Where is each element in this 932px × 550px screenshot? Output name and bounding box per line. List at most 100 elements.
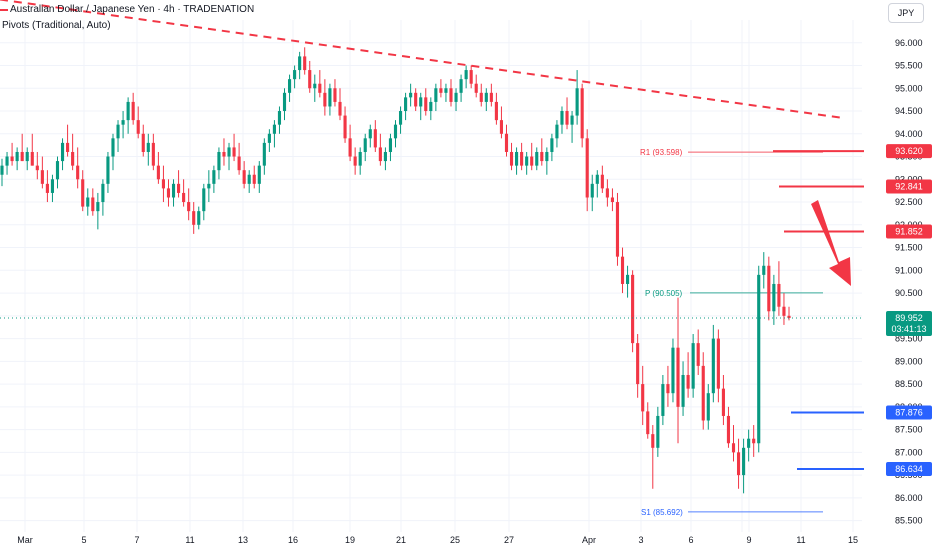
- candle-body: [237, 156, 241, 171]
- x-tick-label: 15: [848, 535, 858, 545]
- resistance-level-tag: [886, 179, 932, 194]
- x-tick-label: 19: [345, 535, 355, 545]
- candle-body: [318, 83, 322, 93]
- candle-body: [474, 83, 478, 93]
- last-price-tag-text: 89.952: [895, 313, 923, 323]
- candle-body: [555, 124, 559, 139]
- y-tick-label: 92.500: [895, 197, 923, 207]
- candle-body: [762, 265, 766, 275]
- y-tick-label: 89.500: [895, 334, 923, 344]
- candle-body: [681, 374, 685, 407]
- candle-body: [121, 120, 125, 125]
- candle-body: [691, 343, 695, 389]
- candle-body: [20, 151, 24, 162]
- candle-body: [393, 124, 398, 139]
- candle-body: [696, 343, 700, 366]
- y-tick-label: 87.500: [895, 425, 923, 435]
- chart-grid: [0, 20, 862, 532]
- candle-body: [434, 88, 438, 102]
- resistance-level-tag: [886, 144, 932, 159]
- candle-body: [81, 179, 85, 207]
- candle-body: [343, 115, 347, 139]
- candle-body: [50, 179, 55, 193]
- indicator-label[interactable]: Pivots (Traditional, Auto): [2, 20, 111, 31]
- candle-body: [585, 138, 589, 198]
- candle-body: [338, 101, 342, 116]
- dashed-trendline[interactable]: [0, 0, 843, 119]
- candle-body: [192, 211, 196, 225]
- candle-body: [419, 97, 423, 107]
- candle-body: [71, 151, 75, 166]
- candle-body: [101, 183, 105, 203]
- candle-body: [207, 183, 211, 189]
- candle-body: [424, 97, 428, 112]
- candle-body: [757, 274, 761, 444]
- candle-body: [378, 147, 382, 162]
- resistance-level-tag-text: 91.852: [895, 227, 923, 237]
- candle-body: [631, 274, 635, 344]
- candle-body: [499, 120, 504, 134]
- candle-body: [721, 388, 725, 416]
- candle-body: [5, 156, 9, 166]
- candle-body: [287, 79, 292, 93]
- candle-body: [636, 343, 640, 385]
- candle-body: [10, 156, 14, 162]
- candle-body: [177, 183, 181, 193]
- candle-body: [580, 88, 584, 139]
- candle-body: [76, 165, 80, 180]
- resistance-level-tag: [886, 224, 932, 239]
- currency-selector[interactable]: JPY: [888, 3, 924, 23]
- support-level-tag-text: 87.876: [895, 407, 923, 417]
- down-arrow-annotation: [811, 200, 851, 286]
- candle-body: [30, 151, 34, 166]
- candle-body: [711, 338, 715, 394]
- candle-body: [293, 70, 297, 80]
- candle-body: [363, 138, 367, 152]
- candle-body: [55, 161, 60, 180]
- candle-body: [686, 374, 690, 389]
- candle-body: [404, 97, 408, 112]
- candle-body: [383, 151, 387, 162]
- candle-body: [187, 202, 191, 212]
- candle-body: [646, 411, 650, 435]
- x-tick-label: 11: [185, 535, 194, 545]
- candle-body: [620, 256, 625, 284]
- candle-body: [782, 306, 786, 316]
- candle-body: [398, 111, 403, 125]
- support-level-tag-text: 86.634: [895, 464, 923, 474]
- candle-body: [388, 138, 393, 152]
- candles: [0, 47, 791, 494]
- x-tick-label: 3: [638, 535, 643, 545]
- candle-body: [469, 70, 473, 84]
- candle-body: [313, 83, 317, 89]
- y-tick-label: 91.000: [895, 265, 923, 275]
- price-levels: [773, 150, 864, 471]
- price-tags: 93.620 92.841 91.852 87.876 86.634 89.95203:4…: [886, 144, 932, 477]
- candle-body: [171, 183, 176, 198]
- x-tick-label: 11: [796, 535, 805, 545]
- symbol-title[interactable]: Australian Dollar / Japanese Yen · 4h · …: [10, 4, 255, 15]
- candle-body: [590, 183, 594, 198]
- y-tick-label: 96.000: [895, 38, 923, 48]
- pivot-label-s: S1 (85.692): [641, 508, 683, 517]
- candle-body: [182, 192, 186, 203]
- candle-body: [131, 101, 135, 121]
- candle-body: [595, 174, 599, 184]
- y-tick-label: 95.500: [895, 61, 923, 71]
- y-tick-label: 93.000: [895, 174, 923, 184]
- x-tick-label: 27: [504, 535, 514, 545]
- resistance-level-tag-text: 92.841: [895, 182, 923, 192]
- candle-body: [701, 365, 705, 421]
- candle-body: [504, 133, 509, 152]
- candle-body: [747, 438, 751, 448]
- candle-body: [126, 101, 130, 121]
- candle-body: [520, 151, 524, 166]
- candle-body: [706, 393, 710, 421]
- candle-body: [272, 124, 276, 134]
- candle-body: [298, 56, 302, 71]
- resistance-level-tag-text: 93.620: [895, 146, 923, 156]
- candle-body: [217, 151, 221, 171]
- candle-body: [146, 142, 150, 152]
- candle-body: [666, 384, 670, 394]
